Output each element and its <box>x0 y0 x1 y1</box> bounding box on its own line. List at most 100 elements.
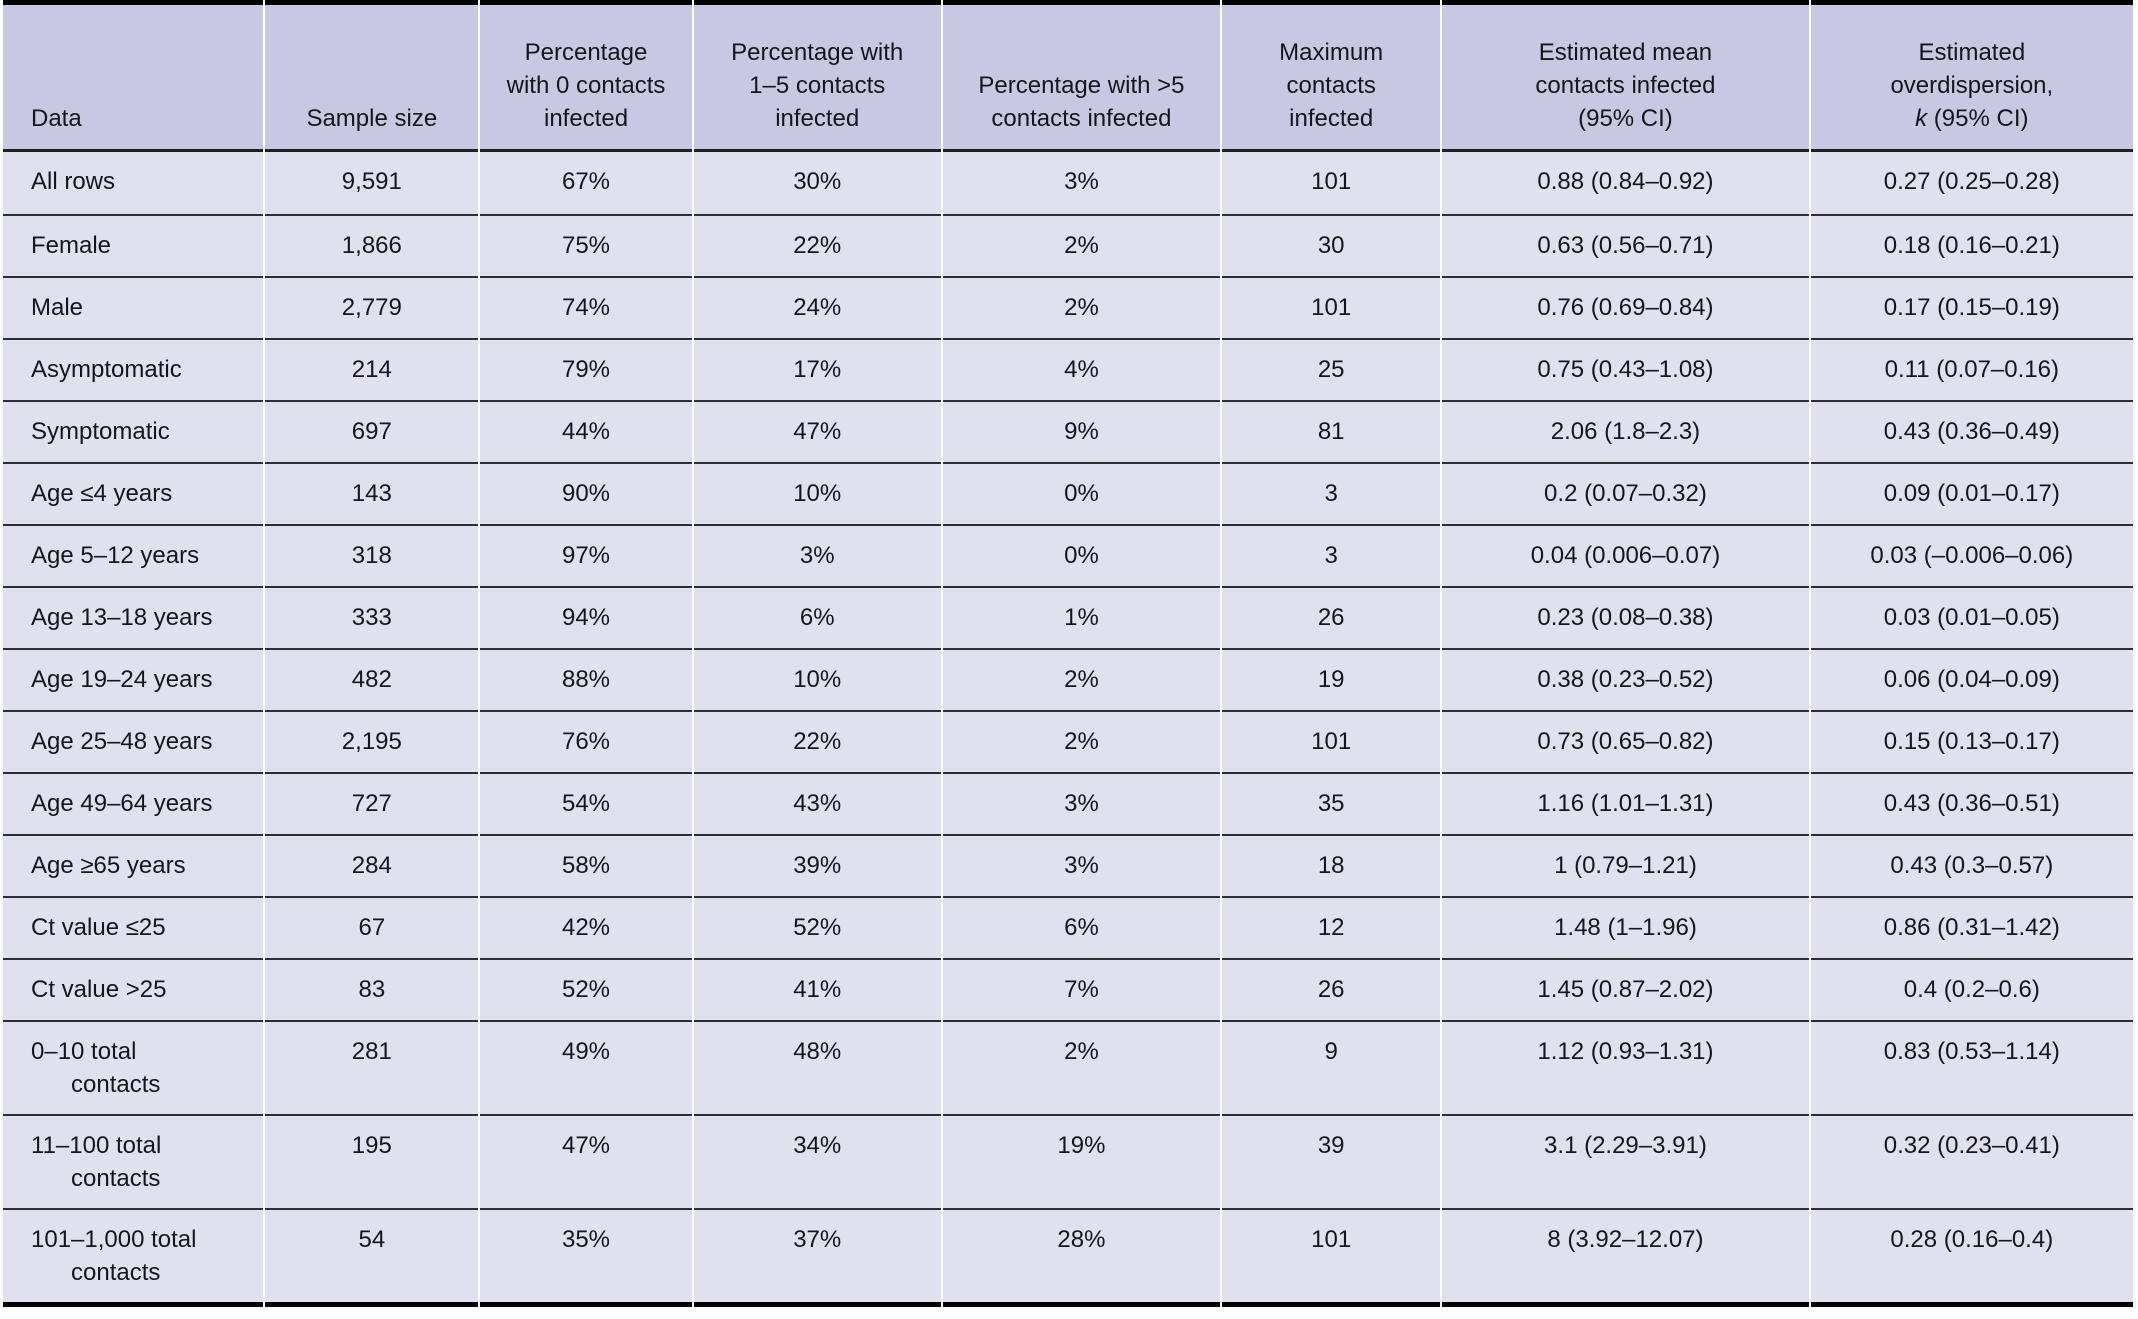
cell-p0: 58% <box>480 834 692 896</box>
cell-p15: 6% <box>693 586 941 648</box>
cell-p5plus: 3% <box>942 834 1221 896</box>
cell-p0: 47% <box>480 1114 692 1208</box>
cell-p15: 22% <box>693 710 941 772</box>
cell-data: Asymptomatic <box>3 338 264 400</box>
cell-mean: 0.76 (0.69–0.84) <box>1442 276 1809 338</box>
table-row: All rows 9,591 67% 30% 3% 101 0.88 (0.84–0.92)… <box>3 152 2133 214</box>
cell-max: 35 <box>1222 772 1441 834</box>
cell-data: 0–10 total contacts <box>3 1020 264 1114</box>
header-row: Data Sample size Percentage with 0 contacts… <box>3 0 2133 152</box>
cell-max: 26 <box>1222 586 1441 648</box>
cell-p15: 30% <box>693 152 941 214</box>
cell-sample: 1,866 <box>265 214 479 276</box>
cell-p0: 35% <box>480 1208 692 1307</box>
cell-mean: 1 (0.79–1.21) <box>1442 834 1809 896</box>
column-header-p5plus: Percentage with >5 contacts infected <box>942 0 1221 152</box>
table-row: Ct value ≤25 67 42% 52% 6% 12 1.48 (1–1.96) 0.8… <box>3 896 2133 958</box>
cell-p0: 90% <box>480 462 692 524</box>
header-line: Maximum <box>1279 39 1384 66</box>
cell-data: Age 5–12 years <box>3 524 264 586</box>
column-header-max: Maximum contacts infected <box>1222 0 1441 152</box>
cell-sample: 195 <box>265 1114 479 1208</box>
cell-k: 0.27 (0.25–0.28) <box>1810 152 2133 214</box>
header-line: infected <box>775 105 860 132</box>
cell-max: 39 <box>1222 1114 1441 1208</box>
cell-max: 101 <box>1222 710 1441 772</box>
cell-p0: 44% <box>480 400 692 462</box>
row-label: Age 5–12 years <box>31 542 200 569</box>
cell-p5plus: 28% <box>942 1208 1221 1307</box>
cell-k: 0.43 (0.36–0.49) <box>1810 400 2133 462</box>
row-label: Age 25–48 years <box>31 728 213 755</box>
row-label: Ct value ≤25 <box>31 914 166 941</box>
cell-sample: 727 <box>265 772 479 834</box>
cell-p15: 48% <box>693 1020 941 1114</box>
cell-p5plus: 0% <box>942 462 1221 524</box>
cell-max: 30 <box>1222 214 1441 276</box>
cell-k: 0.03 (–0.006–0.06) <box>1810 524 2133 586</box>
table-row: Age 13–18 years 333 94% 6% 1% 26 0.23 (0.08–0.… <box>3 586 2133 648</box>
cell-k: 0.03 (0.01–0.05) <box>1810 586 2133 648</box>
cell-max: 101 <box>1222 152 1441 214</box>
cell-p15: 37% <box>693 1208 941 1307</box>
k-symbol: k <box>1915 105 1928 132</box>
table-header: Data Sample size Percentage with 0 contacts… <box>3 0 2133 152</box>
cell-max: 18 <box>1222 834 1441 896</box>
cell-mean: 3.1 (2.29–3.91) <box>1442 1114 1809 1208</box>
cell-max: 101 <box>1222 276 1441 338</box>
cell-mean: 1.12 (0.93–1.31) <box>1442 1020 1809 1114</box>
cell-mean: 0.23 (0.08–0.38) <box>1442 586 1809 648</box>
cell-p0: 42% <box>480 896 692 958</box>
row-label: All rows <box>31 168 116 195</box>
cell-mean: 0.75 (0.43–1.08) <box>1442 338 1809 400</box>
header-line: Percentage with <box>731 39 904 66</box>
table-row: Age 5–12 years 318 97% 3% 0% 3 0.04 (0.006–0.0… <box>3 524 2133 586</box>
row-label: Asymptomatic <box>31 356 182 383</box>
cell-data: Age 13–18 years <box>3 586 264 648</box>
cell-sample: 214 <box>265 338 479 400</box>
cell-p5plus: 2% <box>942 648 1221 710</box>
cell-max: 19 <box>1222 648 1441 710</box>
cell-p5plus: 1% <box>942 586 1221 648</box>
cell-max: 3 <box>1222 462 1441 524</box>
header-line: with 0 contacts <box>506 72 666 99</box>
cell-p15: 34% <box>693 1114 941 1208</box>
cell-p5plus: 7% <box>942 958 1221 1020</box>
header-line: Estimated mean <box>1538 39 1713 66</box>
cell-data: Female <box>3 214 264 276</box>
cell-p15: 43% <box>693 772 941 834</box>
header-line: infected <box>1289 105 1374 132</box>
row-label: Age ≥65 years <box>31 852 186 879</box>
cell-max: 25 <box>1222 338 1441 400</box>
cell-p0: 79% <box>480 338 692 400</box>
cell-mean: 0.73 (0.65–0.82) <box>1442 710 1809 772</box>
row-label: Female <box>31 232 112 259</box>
cell-p5plus: 0% <box>942 524 1221 586</box>
row-label: Age 13–18 years <box>31 604 213 631</box>
cell-p15: 39% <box>693 834 941 896</box>
cell-p5plus: 9% <box>942 400 1221 462</box>
header-line: infected <box>543 105 629 132</box>
cell-data: All rows <box>3 152 264 214</box>
row-label: Age 19–24 years <box>31 666 213 693</box>
cell-k: 0.86 (0.31–1.42) <box>1810 896 2133 958</box>
cell-sample: 143 <box>265 462 479 524</box>
cell-p5plus: 2% <box>942 710 1221 772</box>
table-row: 0–10 total contacts 281 49% 48% 2% 9 1.12 (0.9… <box>3 1020 2133 1114</box>
cell-p0: 67% <box>480 152 692 214</box>
cell-mean: 0.88 (0.84–0.92) <box>1442 152 1809 214</box>
table-row: 101–1,000 total contacts 54 35% 37% 28% 101 8 … <box>3 1208 2133 1307</box>
column-header-p0: Percentage with 0 contacts infected <box>480 0 692 152</box>
cell-p5plus: 2% <box>942 276 1221 338</box>
cell-max: 101 <box>1222 1208 1441 1307</box>
cell-k: 0.4 (0.2–0.6) <box>1810 958 2133 1020</box>
cell-p5plus: 2% <box>942 214 1221 276</box>
cell-data: Ct value >25 <box>3 958 264 1020</box>
cell-mean: 0.63 (0.56–0.71) <box>1442 214 1809 276</box>
header-line: k (95% CI) <box>1915 105 2029 132</box>
cell-mean: 1.16 (1.01–1.31) <box>1442 772 1809 834</box>
cell-p0: 49% <box>480 1020 692 1114</box>
table-row: Age 25–48 years 2,195 76% 22% 2% 101 0.73 (0.6… <box>3 710 2133 772</box>
